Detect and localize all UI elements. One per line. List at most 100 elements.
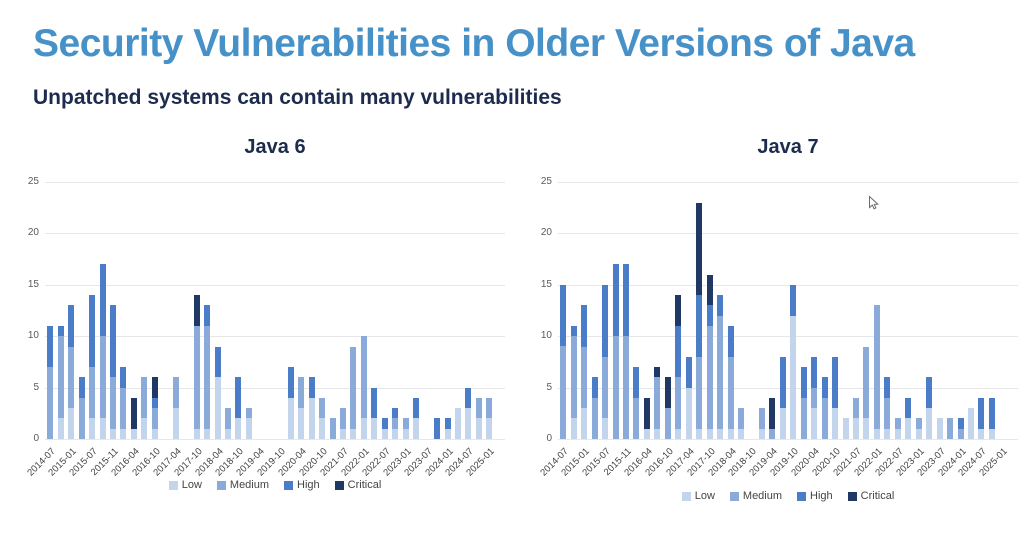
bar [706, 274, 713, 439]
bar-segment-low [371, 418, 378, 439]
bar-segment-high [988, 397, 995, 429]
bar [68, 305, 75, 439]
bar-segment-low [988, 428, 995, 439]
bar-segment-high [89, 295, 96, 368]
chart-title-java6: Java 6 [244, 136, 306, 158]
bar-segment-low [832, 408, 839, 439]
bar-segment-medium [57, 336, 64, 419]
legend-item: High [284, 479, 320, 491]
bar-segment-medium [863, 346, 870, 419]
bar [47, 325, 54, 439]
bar-segment-critical [654, 367, 661, 378]
bar-segment-high [214, 346, 221, 378]
legend-label: Medium [742, 490, 783, 502]
bar [664, 377, 671, 439]
bar-segment-low [130, 428, 137, 439]
bar-segment-critical [643, 397, 650, 429]
bar-segment-high [413, 397, 420, 419]
bar-segment-low [402, 428, 409, 439]
bar-segment-medium [47, 367, 54, 439]
bar-segment-medium [570, 336, 577, 419]
bar-segment-high [120, 367, 127, 388]
bar-segment-critical [193, 295, 200, 326]
bar-segment-high [633, 367, 640, 398]
bar-segment-low [915, 428, 922, 439]
bar-segment-critical [130, 397, 137, 429]
bar-segment-medium [224, 408, 231, 429]
bar-segment-low [967, 408, 974, 439]
bar [790, 284, 797, 439]
bar [727, 325, 734, 439]
bar-segment-high [978, 397, 985, 429]
bar-segment-medium [78, 397, 85, 439]
bar-segment-high [622, 264, 629, 337]
bar-segment-low [685, 387, 692, 439]
bar-segment-high [392, 408, 399, 419]
legend-swatch-critical [847, 491, 857, 501]
bar-segment-low [737, 428, 744, 439]
bar-segment-medium [769, 428, 776, 439]
bar-segment-low [842, 418, 849, 439]
bar [581, 305, 588, 439]
bar-segment-high [779, 356, 786, 409]
bar [988, 397, 995, 439]
bar [685, 356, 692, 439]
bar-segment-low [465, 408, 472, 439]
bar [120, 367, 127, 439]
bar-segment-low [675, 428, 682, 439]
bar-segment-low [308, 397, 315, 439]
bar-segment-medium [654, 377, 661, 429]
bar-segment-high [57, 325, 64, 337]
bar-segment-low [475, 418, 482, 439]
bar-segment-medium [622, 336, 629, 439]
chart-java7: Java 7 0 5 10 15 20 25 2014-07 2015-01 2015-07 2… [521, 130, 1021, 530]
bar-segment-medium [675, 377, 682, 429]
bar-segment-high [811, 356, 818, 388]
bar-segment-low [350, 428, 357, 439]
mouse-pointer-icon [869, 195, 879, 210]
bar [172, 377, 179, 439]
bar-segment-medium [717, 315, 724, 429]
chart-title-java7: Java 7 [757, 136, 819, 158]
bar-segment-medium [957, 428, 964, 439]
bar [852, 397, 859, 439]
legend-swatch-low [681, 491, 691, 501]
bar [622, 264, 629, 439]
legend-item: Medium [729, 490, 783, 502]
y-axis-label: 25 [540, 176, 552, 187]
bar [884, 377, 891, 439]
y-axis-label: 10 [540, 330, 552, 342]
bar [779, 356, 786, 439]
bar [89, 295, 96, 439]
bar [151, 377, 158, 439]
gridline [45, 284, 505, 286]
bar-segment-low [57, 418, 64, 439]
bar-segment-low [811, 408, 818, 439]
legend-swatch-high [797, 491, 807, 501]
bar-segment-low [193, 428, 200, 439]
bar-segment-low [89, 418, 96, 439]
bar [905, 397, 912, 439]
bar-segment-low [235, 418, 242, 439]
gridline [45, 439, 505, 440]
bar-segment-low [936, 418, 943, 439]
bar-segment-medium [947, 418, 954, 439]
bar-segment-medium [68, 346, 75, 409]
bar-segment-medium [120, 387, 127, 429]
bar-segment-low [204, 428, 211, 439]
bar-segment-low [643, 428, 650, 439]
bar [769, 397, 776, 439]
y-axis-label: 0 [33, 433, 39, 444]
bar [602, 284, 609, 439]
bar-segment-high [675, 325, 682, 378]
gridline [558, 233, 1018, 235]
y-axis-label: 15 [540, 278, 552, 290]
bar [643, 397, 650, 439]
bar [967, 408, 974, 439]
bar [654, 367, 661, 439]
legend-swatch-medium [216, 480, 226, 490]
bar-segment-high [706, 305, 713, 326]
bar-segment-high [204, 305, 211, 326]
bar [811, 356, 818, 439]
bar-segment-low [151, 428, 158, 439]
